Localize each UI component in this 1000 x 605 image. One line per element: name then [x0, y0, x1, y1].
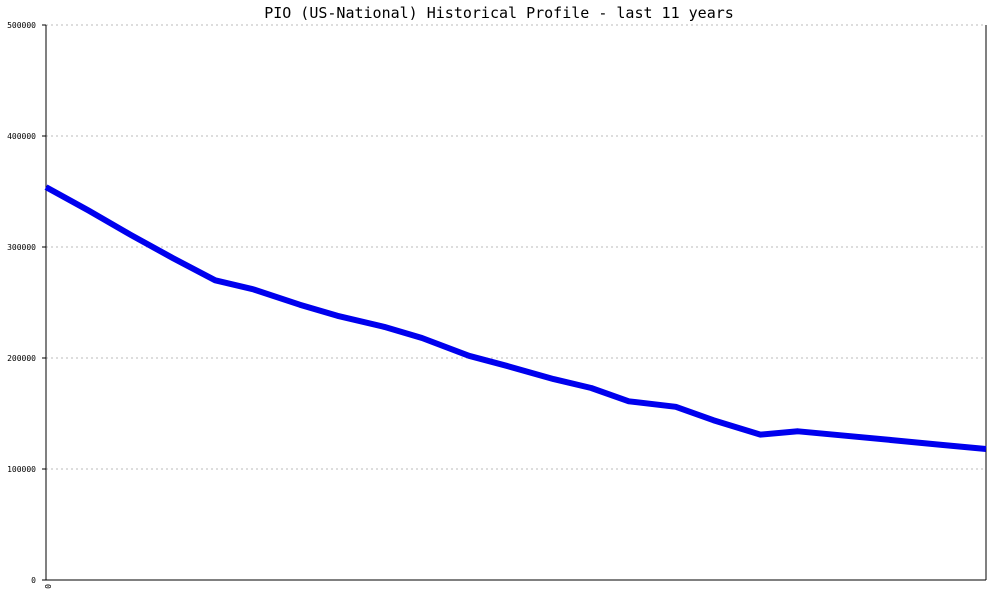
tick-labels: 0 100000 200000 300000 400000 500000 0: [7, 21, 52, 589]
x-tick-label: 0: [43, 584, 52, 589]
y-tick-label: 100000: [7, 465, 36, 474]
y-tick-label: 200000: [7, 354, 36, 363]
y-tick-label: 300000: [7, 243, 36, 252]
y-tick-label: 0: [31, 576, 36, 585]
grid: [46, 25, 986, 469]
series: [46, 187, 986, 449]
chart-title: PIO (US-National) Historical Profile - l…: [264, 4, 734, 22]
y-tick-label: 500000: [7, 21, 36, 30]
series-line: [46, 187, 986, 449]
axes: [42, 25, 986, 580]
y-tick-label: 400000: [7, 132, 36, 141]
